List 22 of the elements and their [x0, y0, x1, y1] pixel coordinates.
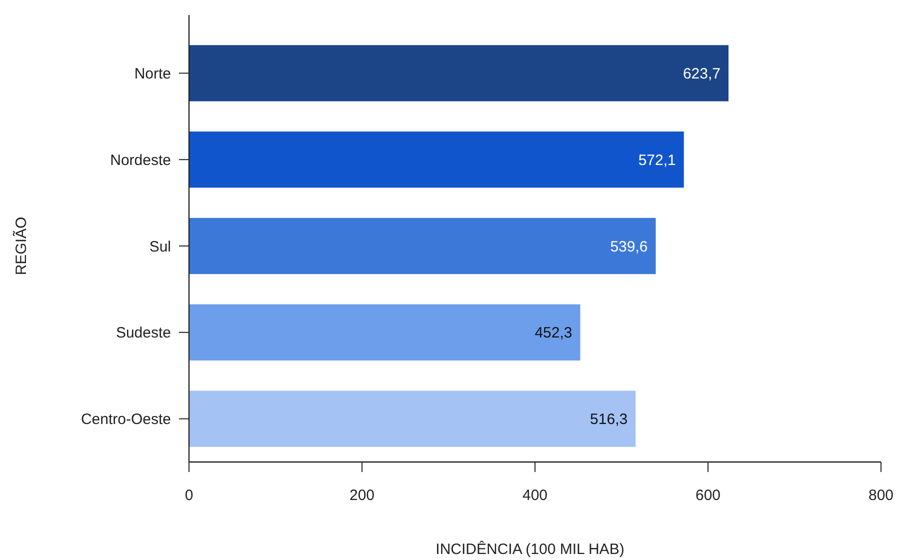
x-tick-label: 0	[184, 487, 194, 504]
data-label: 572,1	[638, 152, 676, 169]
y-tick-label: Centro-Oeste	[80, 411, 171, 428]
y-tick-label: Sudeste	[116, 324, 171, 342]
data-label: 623,7	[682, 65, 720, 82]
y-tick-label: Norte	[134, 65, 171, 82]
x-axis-title: INCIDÊNCIA (100 MIL HAB)	[436, 540, 624, 558]
data-label: 516,3	[590, 411, 628, 428]
bar	[189, 218, 656, 274]
x-tick-label: 400	[522, 487, 548, 504]
bar	[189, 45, 728, 102]
y-tick-label: Nordeste	[110, 152, 171, 169]
x-tick-label: 200	[349, 487, 375, 504]
data-label: 539,6	[610, 238, 648, 256]
y-tick-label: Sul	[149, 238, 171, 256]
bar	[189, 304, 580, 360]
bar	[189, 390, 636, 447]
x-tick-label: 800	[868, 487, 894, 504]
bar	[189, 132, 684, 188]
data-label: 452,3	[534, 324, 572, 342]
y-axis-title: REGIÃO	[12, 216, 30, 276]
x-tick-label: 600	[695, 487, 721, 504]
